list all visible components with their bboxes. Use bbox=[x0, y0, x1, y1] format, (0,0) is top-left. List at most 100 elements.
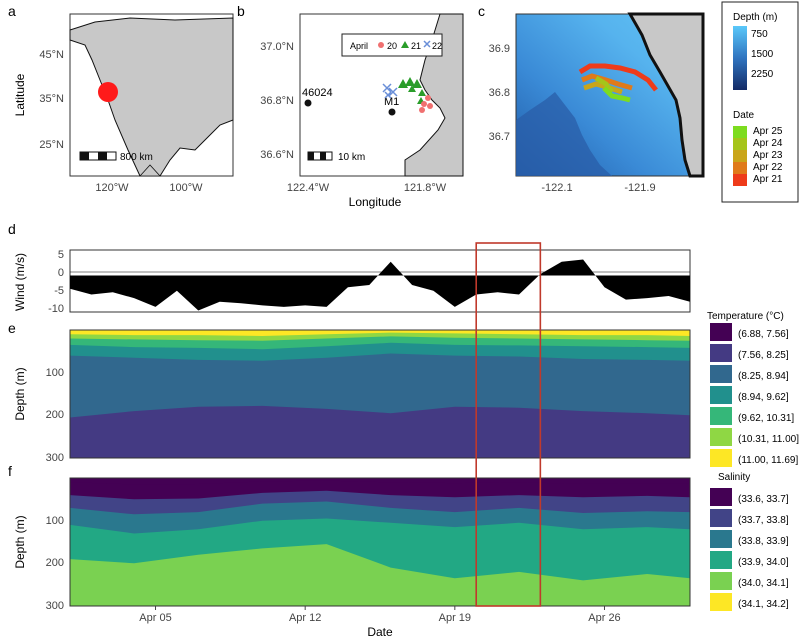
e-legend-label: (11.00, 11.69] bbox=[738, 455, 798, 466]
panel-b-april20-circle bbox=[425, 95, 431, 101]
panel-b-ytick-3: 36.6°N bbox=[260, 149, 294, 161]
panel-c-track-apr25 bbox=[602, 86, 631, 103]
panel-b-legend-label-20: 20 bbox=[387, 41, 397, 51]
e-legend-swatch bbox=[710, 428, 732, 446]
e-legend-label: (8.25, 8.94] bbox=[738, 371, 789, 382]
panel-b-cross-markers bbox=[382, 83, 398, 99]
panel-c-xtick-1: -122.1 bbox=[541, 182, 572, 194]
panel-b-circle-markers bbox=[419, 95, 433, 113]
panel-a-xtick-2: 100°W bbox=[169, 182, 203, 194]
panel-b-triangle-markers bbox=[398, 77, 426, 104]
panel-b-xtick-1: 122.4°W bbox=[287, 182, 330, 194]
f-legend-label: (34.0, 34.1] bbox=[738, 578, 789, 589]
panel-f-xtick-label: Apr 26 bbox=[588, 612, 620, 624]
date-legend-label: Apr 25 bbox=[753, 126, 783, 137]
e-legend-label: (8.94, 9.62] bbox=[738, 392, 789, 403]
panel-d-ytick-2: 0 bbox=[58, 267, 64, 279]
f-legend-swatch bbox=[710, 509, 732, 527]
panel-a-ylabel: Latitude bbox=[13, 73, 27, 116]
panel-b-april21-triangles bbox=[398, 77, 426, 104]
date-legend-swatch bbox=[733, 162, 747, 174]
panel-e-ytick-3: 300 bbox=[46, 452, 64, 464]
panel-label-c: c bbox=[478, 3, 485, 19]
panel-b-legend-triangle bbox=[401, 41, 409, 48]
e-legend-label: (6.88, 7.56] bbox=[738, 329, 789, 340]
e-legend-swatch bbox=[710, 386, 732, 404]
panel-c-track-apr22 bbox=[581, 73, 633, 91]
panel-c-ytick-1: 36.9 bbox=[489, 43, 510, 55]
panel-label-a: a bbox=[8, 3, 16, 19]
panel-a-ytick-2: 35°N bbox=[39, 93, 64, 105]
date-legend-label: Apr 23 bbox=[753, 150, 783, 161]
panel-d-ytick-1: 5 bbox=[58, 249, 64, 261]
panel-f: 100 200 300 Depth (m) Apr 05 Apr 12 Apr 19… bbox=[13, 472, 789, 639]
panel-b-legend-cross bbox=[423, 40, 431, 48]
panel-c-depth-tick-2: 1500 bbox=[751, 49, 774, 60]
panel-d-ytick-4: -10 bbox=[48, 303, 64, 315]
e-legend-label: (9.62, 10.31] bbox=[738, 413, 794, 424]
panel-f-xticks: Apr 05 Apr 12 Apr 19 Apr 26 bbox=[139, 606, 621, 624]
panel-b-legend bbox=[341, 33, 443, 57]
date-legend-swatch bbox=[733, 138, 747, 150]
e-legend-swatch bbox=[710, 323, 732, 341]
panel-e-legend: (6.88, 7.56] (7.56, 8.25] (8.25, 8.94] (8.9… bbox=[710, 323, 799, 467]
date-legend-swatch bbox=[733, 174, 747, 186]
panel-b-legend-label-22: 22 bbox=[432, 41, 442, 51]
date-legend-swatch bbox=[733, 150, 747, 162]
panel-f-salinity-layers bbox=[70, 480, 690, 606]
panel-a-land-south bbox=[139, 164, 161, 177]
f-legend-swatch bbox=[710, 530, 732, 548]
panel-f-ytick-1: 100 bbox=[46, 515, 64, 527]
panel-b-scalebar-seg1 bbox=[308, 152, 314, 160]
panel-a-ytick-3: 25°N bbox=[39, 139, 64, 151]
panel-e-ytick-2: 200 bbox=[46, 409, 64, 421]
panel-b-april20-circle bbox=[427, 103, 433, 109]
highlight-box-apr20-23 bbox=[475, 242, 542, 607]
panel-c-ytick-3: 36.7 bbox=[489, 131, 510, 143]
panel-e-ytick-1: 100 bbox=[46, 367, 64, 379]
panel-label-d: d bbox=[8, 221, 16, 237]
panel-b-april20-circle bbox=[421, 101, 427, 107]
f-legend-label: (33.7, 33.8] bbox=[738, 515, 789, 526]
panel-e-temperature-layers bbox=[70, 332, 690, 458]
panel-b-legend-circle bbox=[378, 42, 384, 48]
f-legend-label: (34.1, 34.2] bbox=[738, 599, 789, 610]
panel-f-xtick-label: Apr 19 bbox=[439, 612, 471, 624]
e-legend-label: (10.31, 11.00] bbox=[738, 434, 799, 445]
panel-f-xtick-label: Apr 12 bbox=[289, 612, 321, 624]
panel-c-depth-tick-3: 2250 bbox=[751, 69, 774, 80]
panel-b-ytick-2: 36.8°N bbox=[260, 95, 294, 107]
panel-a-xtick-1: 120°W bbox=[95, 182, 129, 194]
panel-b-buoy-m1-label: M1 bbox=[384, 96, 399, 108]
date-legend-swatch bbox=[733, 126, 747, 138]
panel-c-date-legend-title: Date bbox=[733, 110, 755, 121]
e-legend-label: (7.56, 8.25] bbox=[738, 350, 789, 361]
panel-f-legend-title: Salinity bbox=[718, 472, 750, 483]
e-layers-band-4 bbox=[70, 405, 690, 458]
date-legend-label: Apr 21 bbox=[753, 174, 783, 185]
panel-a: 800 km 45°N 35°N 25°N 120°W 100°W Latitu… bbox=[13, 13, 234, 194]
f-legend-label: (33.8, 33.9] bbox=[738, 536, 789, 547]
panel-f-xtick-label: Apr 05 bbox=[139, 612, 171, 624]
e-legend-swatch bbox=[710, 407, 732, 425]
panel-label-f: f bbox=[8, 463, 12, 479]
panel-b-buoy-46024 bbox=[304, 99, 312, 107]
panel-c-xtick-2: -121.9 bbox=[624, 182, 655, 194]
panel-b-ytick-1: 37.0°N bbox=[260, 41, 294, 53]
panel-d-ylabel: Wind (m/s) bbox=[13, 253, 27, 311]
panel-b-xlabel: Longitude bbox=[349, 195, 402, 209]
e-legend-swatch bbox=[710, 344, 732, 362]
panel-a-scalebar-label: 800 km bbox=[120, 152, 153, 163]
f-legend-swatch bbox=[710, 551, 732, 569]
panel-c-track-apr21 bbox=[578, 63, 658, 92]
panel-b-buoy-46024-label: 46024 bbox=[302, 87, 333, 99]
e-legend-swatch bbox=[710, 365, 732, 383]
panel-d-wind-series bbox=[70, 259, 690, 311]
panel-a-scalebar-seg1 bbox=[80, 152, 89, 160]
panel-d-ytick-3: -5 bbox=[54, 285, 64, 297]
f-legend-label: (33.6, 33.7] bbox=[738, 494, 789, 505]
panel-c-track-apr24 bbox=[594, 75, 614, 94]
panel-b-buoy-m1 bbox=[388, 108, 396, 116]
panel-c-ytick-2: 36.8 bbox=[489, 87, 510, 99]
